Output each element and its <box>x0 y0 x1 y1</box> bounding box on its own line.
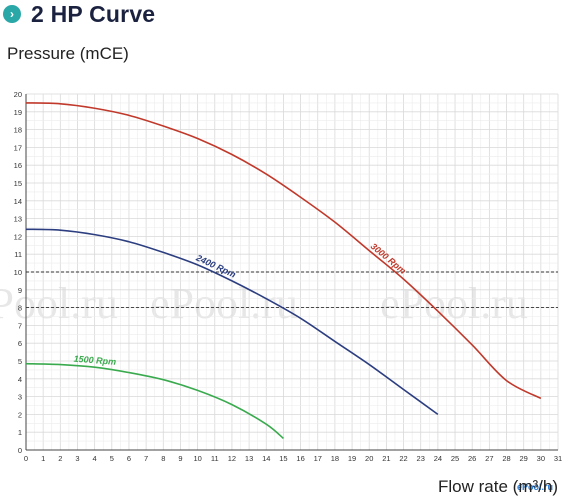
y-tick-label: 0 <box>18 446 22 455</box>
y-tick-label: 18 <box>14 126 22 135</box>
x-tick-label: 16 <box>296 454 304 463</box>
y-tick-label: 2 <box>18 410 22 419</box>
x-tick-label: 27 <box>485 454 493 463</box>
x-tick-label: 20 <box>365 454 373 463</box>
x-tick-label: 3 <box>75 454 79 463</box>
x-tick-label: 6 <box>127 454 131 463</box>
y-tick-label: 13 <box>14 215 22 224</box>
y-tick-label: 19 <box>14 108 22 117</box>
y-axis-label: Pressure (mCE) <box>7 44 129 63</box>
x-tick-label: 21 <box>382 454 390 463</box>
x-tick-label: 14 <box>262 454 270 463</box>
x-tick-label: 29 <box>520 454 528 463</box>
x-tick-label: 10 <box>193 454 201 463</box>
y-tick-label: 8 <box>18 304 22 313</box>
x-tick-label: 5 <box>110 454 114 463</box>
x-tick-label: 31 <box>554 454 562 463</box>
series-label: 3000 Rpm <box>369 241 408 276</box>
y-tick-label: 15 <box>14 179 22 188</box>
y-tick-label: 4 <box>18 375 22 384</box>
y-tick-label: 7 <box>18 321 22 330</box>
x-tick-label: 18 <box>331 454 339 463</box>
x-tick-label: 22 <box>399 454 407 463</box>
x-axis-label-text: Flow rate <box>438 477 508 496</box>
corner-watermark: ePool.ru <box>517 482 553 492</box>
x-tick-label: 17 <box>314 454 322 463</box>
chart-title: 2 HP Curve <box>31 0 156 27</box>
y-tick-label: 1 <box>18 428 22 437</box>
x-tick-label: 23 <box>417 454 425 463</box>
y-tick-label: 16 <box>14 161 22 170</box>
curve-3000-rpm <box>25 102 542 400</box>
y-tick-label: 14 <box>14 197 22 206</box>
y-tick-label: 20 <box>14 90 22 99</box>
x-tick-label: 24 <box>434 454 442 463</box>
y-tick-label: 9 <box>18 286 22 295</box>
y-tick-label: 5 <box>18 357 22 366</box>
y-tick-label: 6 <box>18 339 22 348</box>
x-tick-label: 7 <box>144 454 148 463</box>
series-label: 1500 Rpm <box>73 354 116 367</box>
chevron-right-icon: › <box>3 5 21 23</box>
x-tick-label: 11 <box>211 454 219 463</box>
x-tick-label: 25 <box>451 454 459 463</box>
curve-1500-rpm <box>25 362 284 440</box>
x-tick-label: 26 <box>468 454 476 463</box>
x-tick-label: 30 <box>537 454 545 463</box>
watermark-text: ePool.ru <box>380 279 528 328</box>
x-tick-label: 12 <box>228 454 236 463</box>
y-tick-label: 11 <box>14 250 22 259</box>
x-tick-label: 15 <box>279 454 287 463</box>
y-tick-label: 12 <box>14 232 22 241</box>
x-tick-label: 8 <box>161 454 165 463</box>
y-tick-label: 17 <box>14 143 22 152</box>
x-axis-label: Flow rate (m³/h) <box>438 477 558 497</box>
x-tick-label: 9 <box>178 454 182 463</box>
chart-header: › 2 HP Curve <box>0 0 155 28</box>
x-tick-label: 1 <box>41 454 45 463</box>
x-tick-label: 19 <box>348 454 356 463</box>
curve-2400-rpm <box>25 228 439 416</box>
x-axis-label-unit: (m³/h) <box>512 477 558 496</box>
x-tick-label: 0 <box>24 454 28 463</box>
x-tick-label: 2 <box>58 454 62 463</box>
y-tick-label: 3 <box>18 393 22 402</box>
x-tick-label: 28 <box>502 454 510 463</box>
x-tick-label: 13 <box>245 454 253 463</box>
y-tick-label: 10 <box>14 268 22 277</box>
watermark-text: ePool.ru <box>0 279 118 328</box>
x-tick-label: 4 <box>93 454 97 463</box>
watermark-text: ePool.ru <box>150 279 298 328</box>
